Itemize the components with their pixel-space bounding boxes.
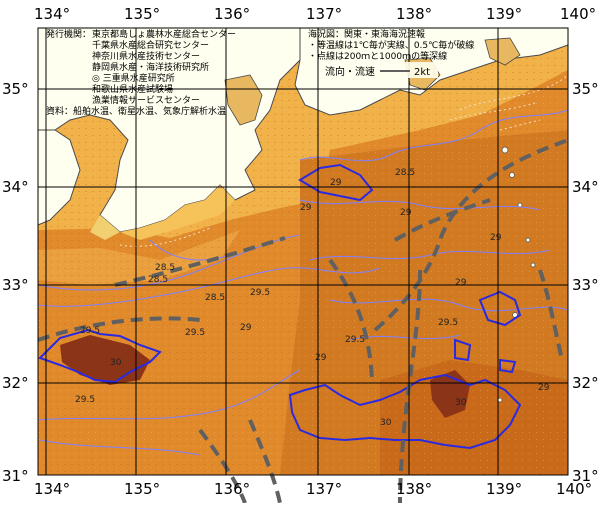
current-legend-label: 流向・流速 <box>325 65 375 78</box>
source-note: 資料：船舶水温、衛星水温、気象庁解析水温 <box>46 105 226 117</box>
isotherm-label: 29 <box>455 278 467 288</box>
issuers-heading: 発行機関： <box>46 28 91 40</box>
issuer-item: 漁業情報サービスセンター <box>92 94 200 106</box>
isotherm-label: 29.5 <box>75 395 95 405</box>
current-speed-label: 2kt <box>414 67 430 78</box>
issuer-item: 千葉県水産総合研究センター <box>92 39 209 51</box>
sagami-bay <box>484 37 521 66</box>
isotherm-label: 29 <box>538 383 550 393</box>
lon-label: 138° <box>396 480 432 498</box>
izu-islands <box>497 146 536 403</box>
longitude-labels-bottom: 134° 135° 136° 137° 138° 139° 140° <box>34 480 592 498</box>
lon-label: 140° <box>556 480 592 498</box>
lon-label: 138° <box>396 5 432 23</box>
issuer-item: 神奈川県水産技術センター <box>92 50 200 62</box>
longitude-labels-top: 134° 135° 136° 137° 138° 139° 140° <box>34 5 596 23</box>
isotherm-label: 29 <box>300 203 312 213</box>
isotherm-label: 28.5 <box>395 168 415 178</box>
lat-label: 33° <box>572 276 599 294</box>
info-title: 海況図：関東・東海海況速報 <box>308 28 425 40</box>
info-line: ・点線は200ｍと1000ｍの等深線 <box>308 50 447 62</box>
issuer-item: 和歌山県水産試験場 <box>92 83 173 95</box>
isotherm-label: 30 <box>110 358 122 368</box>
isotherm-label: 30 <box>380 418 392 428</box>
isotherm-value-labels: 28.5 28.5 28.5 28.5 29.5 29.5 29.5 29.5 … <box>75 168 550 428</box>
kii-channel-water <box>90 215 120 240</box>
isotherm-label: 29.5 <box>250 288 270 298</box>
lat-label: 35° <box>2 80 29 98</box>
isotherm-label: 29 <box>330 178 342 188</box>
lat-label: 35° <box>572 80 599 98</box>
lon-label: 136° <box>214 480 250 498</box>
lat-label: 33° <box>2 276 29 294</box>
isotherm-label: 28.5 <box>148 275 168 285</box>
current-legend: 流向・流速 2kt <box>322 62 438 78</box>
lon-label: 137° <box>306 5 342 23</box>
issuer-item: 静岡県水産・海洋技術研究所 <box>92 61 209 73</box>
lon-label: 136° <box>214 5 250 23</box>
isobaths <box>119 74 569 247</box>
issuer-block: 発行機関： 東京都島しょ農林水産総合センター 千葉県水産総合研究センター 神奈川… <box>46 28 236 117</box>
lat-label: 32° <box>572 374 599 392</box>
lat-lon-grid <box>37 27 569 476</box>
lat-label: 34° <box>2 178 29 196</box>
lat-label: 31° <box>572 467 599 485</box>
isotherms-30 <box>38 163 522 450</box>
lon-label: 134° <box>34 5 70 23</box>
lon-label: 137° <box>306 480 342 498</box>
ise-bay <box>224 74 263 126</box>
isotherm-label: 28.5 <box>155 263 175 273</box>
isotherm-label: 28.5 <box>205 293 225 303</box>
lat-label: 34° <box>572 178 599 196</box>
isotherm-label: 29 <box>315 353 327 363</box>
current-axis <box>37 138 569 504</box>
issuer-item: 東京都島しょ農林水産総合センター <box>92 28 236 40</box>
lon-label: 140° <box>560 5 596 23</box>
isotherms-fine <box>37 109 569 456</box>
issuer-item: ◎ 三重県水産研究所 <box>92 72 175 84</box>
info-block: 海況図：関東・東海海況速報 ・等温線は1℃毎が実線、0.5℃毎が破線 ・点線は2… <box>308 28 474 62</box>
nearshore-cool-water <box>120 185 235 240</box>
latitude-labels-right: 35° 34° 33° 32° 31° <box>572 80 599 485</box>
lon-label: 134° <box>34 480 70 498</box>
lon-label: 139° <box>486 5 522 23</box>
isotherm-label: 29 <box>490 233 502 243</box>
isotherm-label: 29.5 <box>185 328 205 338</box>
latitude-labels-left: 35° 34° 33° 32° 31° <box>2 80 29 485</box>
isotherm-label: 30 <box>455 398 467 408</box>
lon-label: 135° <box>124 5 160 23</box>
isotherm-label: 29.5 <box>438 318 458 328</box>
lon-label: 135° <box>124 480 160 498</box>
isotherm-label: 29.5 <box>345 335 365 345</box>
lat-label: 32° <box>2 374 29 392</box>
isotherm-label: 29 <box>240 323 252 333</box>
isotherm-label: 29 <box>400 208 412 218</box>
isotherm-label: 29.5 <box>80 326 100 336</box>
land-shikoku <box>37 129 81 226</box>
lat-label: 31° <box>2 467 29 485</box>
lon-label: 139° <box>486 480 522 498</box>
info-line: ・等温線は1℃毎が実線、0.5℃毎が破線 <box>308 39 474 51</box>
